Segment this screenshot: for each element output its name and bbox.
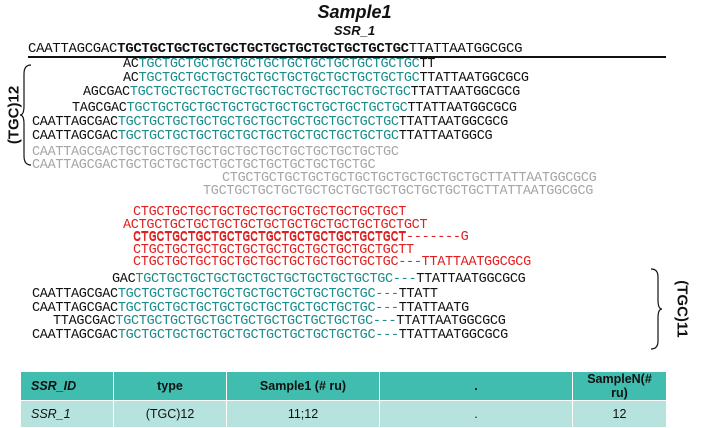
ref-repeat: TGCTGCTGCTGCTGCTGCTGCTGCTGCTGCTGCTGC <box>117 41 409 57</box>
error-read: CTGCTGCTGCTGCTGCTGCTGCTGCTGCTGCTGCT <box>133 205 407 220</box>
error-read: CTGCTGCTGCTGCTGCTGCTGCTGCTGCTGCTGCTT <box>133 243 414 258</box>
filtered-read: CTGCTGCTGCTGCTGCTGCTGCTGCTGCTGCTGCTTATTA… <box>222 171 597 186</box>
allele2-label: (TGC)11 <box>673 280 691 338</box>
read-row: CAATTAGCGACTGCTGCTGCTGCTGCTGCTGCTGCTGCTG… <box>32 129 493 144</box>
read-row: GACTGCTGCTGCTGCTGCTGCTGCTGCTGCTGCTGC---T… <box>112 272 526 287</box>
filtered-read: TGCTGCTGCTGCTGCTGCTGCTGCTGCTGCTGCTGCTTAT… <box>203 184 594 199</box>
table-row: SSR_1 (TGC)12 11;12 . 12 <box>20 400 667 428</box>
filtered-read: CAATTAGCGACTGCTGCTGCTGCTGCTGCTGCTGCTGCTG… <box>32 158 376 173</box>
read-row: CAATTAGCGACTGCTGCTGCTGCTGCTGCTGCTGCTGCTG… <box>32 328 508 343</box>
error-read: ACTGCTGCTGCTGCTGCTGCTGCTGCTGCTGCTGCTGCT <box>123 218 428 233</box>
allele2-brace <box>650 268 662 350</box>
cell-type: (TGC)12 <box>113 400 227 428</box>
read-row: CAATTAGCGACTGCTGCTGCTGCTGCTGCTGCTGCTGCTG… <box>32 301 469 316</box>
reference-sequence: CAATTAGCGACTGCTGCTGCTGCTGCTGCTGCTGCTGCTG… <box>28 41 523 57</box>
header-sample1: Sample1 (# ru) <box>226 371 380 401</box>
ssr-summary-table: SSR_ID type Sample1 (# ru) . SampleN(# r… <box>20 371 667 428</box>
read-row: TAGCGACTGCTGCTGCTGCTGCTGCTGCTGCTGCTGCTGC… <box>72 101 517 116</box>
reference-underline <box>28 56 666 58</box>
read-row: CAATTAGCGACTGCTGCTGCTGCTGCTGCTGCTGCTGCTG… <box>32 115 508 130</box>
ssr-name: SSR_1 <box>333 23 376 38</box>
ref-flank-right: TTATTAATGGCGCG <box>408 41 523 57</box>
read-row: CAATTAGCGACTGCTGCTGCTGCTGCTGCTGCTGCTGCTG… <box>32 287 438 302</box>
cell-samplen: 12 <box>572 400 667 428</box>
cell-ssr-id: SSR_1 <box>20 400 114 428</box>
header-ellipsis: . <box>379 371 573 401</box>
cell-sample1: 11;12 <box>226 400 380 428</box>
read-row: TTAGCGACTGCTGCTGCTGCTGCTGCTGCTGCTGCTGCTG… <box>53 314 506 329</box>
allele1-brace <box>20 64 32 166</box>
read-row: ACTGCTGCTGCTGCTGCTGCTGCTGCTGCTGCTGCTGCTT… <box>123 71 529 86</box>
read-row: AGCGACTGCTGCTGCTGCTGCTGCTGCTGCTGCTGCTGCT… <box>83 85 520 100</box>
read-row: ACTGCTGCTGCTGCTGCTGCTGCTGCTGCTGCTGCTGCTT <box>123 57 436 72</box>
table-header-row: SSR_ID type Sample1 (# ru) . SampleN(# r… <box>20 371 667 401</box>
error-read: CTGCTGCTGCTGCTGCTGCTGCTGCTGCTGCTGCT-----… <box>133 230 469 245</box>
filtered-read: CAATTAGCGACTGCTGCTGCTGCTGCTGCTGCTGCTGCTG… <box>32 145 399 160</box>
ref-flank-left: CAATTAGCGAC <box>28 41 118 57</box>
sample-title: Sample1 <box>317 2 392 22</box>
error-read: CTGCTGCTGCTGCTGCTGCTGCTGCTGCTGCTGCT <box>133 231 407 246</box>
error-read: CTGCTGCTGCTGCTGCTGCTGCTGCTGCTGCTGC---TTA… <box>133 255 531 270</box>
header-type: type <box>113 371 227 401</box>
header-ssr-id: SSR_ID <box>20 371 114 401</box>
header-samplen: SampleN(# ru) <box>572 371 667 401</box>
cell-ellipsis: . <box>379 400 573 428</box>
